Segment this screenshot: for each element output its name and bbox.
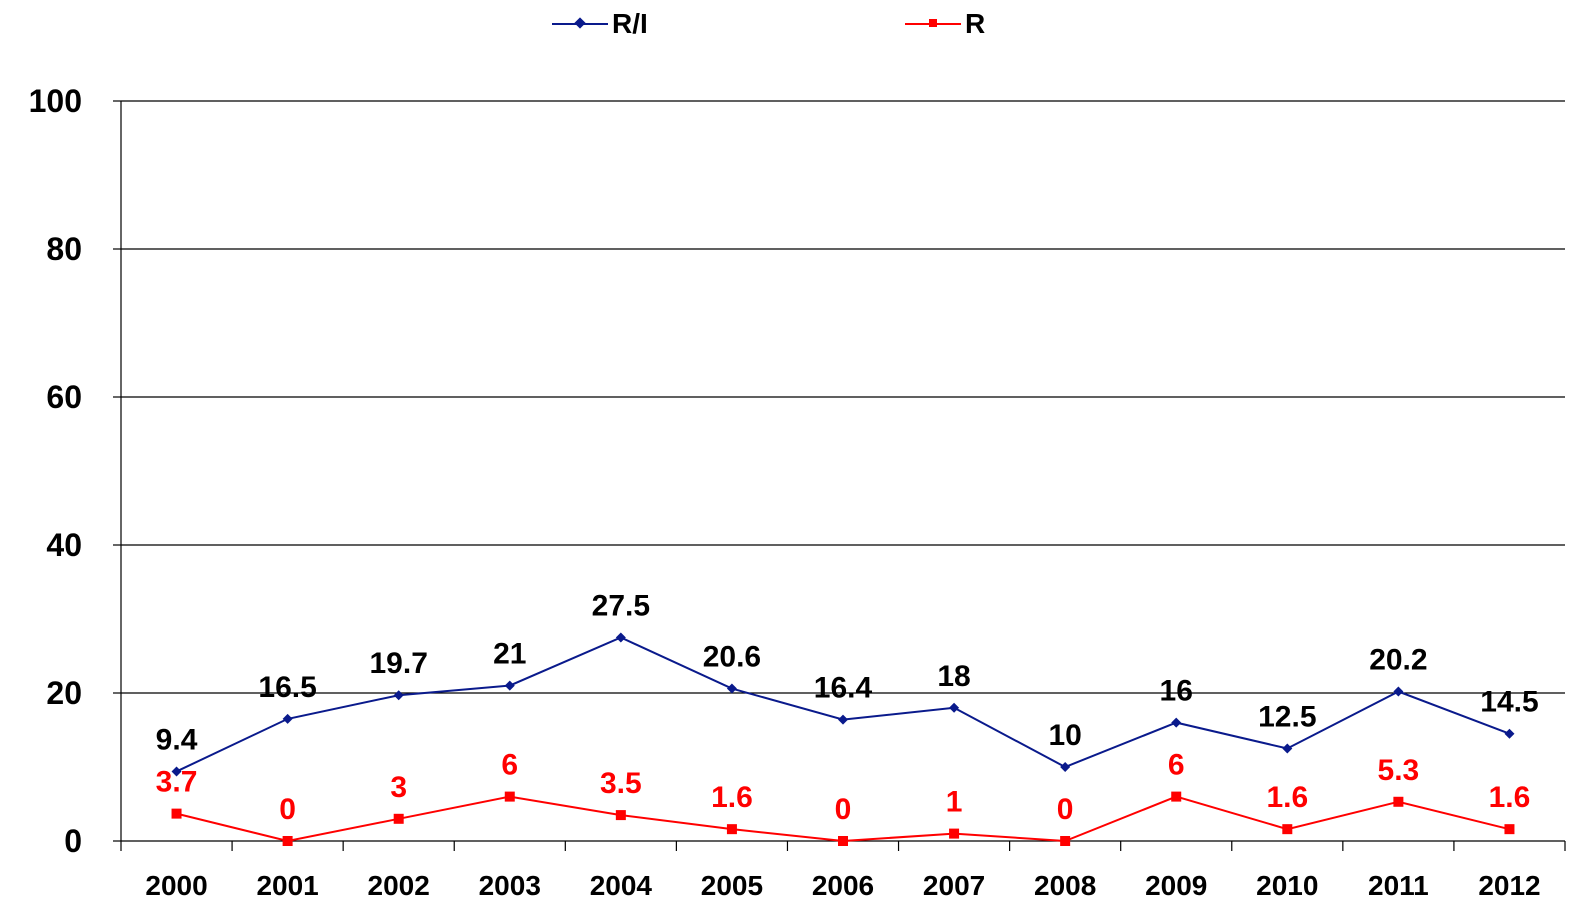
data-label: 18 xyxy=(937,660,970,693)
y-tick-label: 60 xyxy=(46,379,82,415)
y-tick-label: 100 xyxy=(29,83,82,119)
x-tick-label: 2009 xyxy=(1145,870,1207,900)
data-point xyxy=(393,813,404,824)
x-tick-label: 2011 xyxy=(1368,870,1429,900)
data-label: 9.4 xyxy=(156,723,198,756)
x-tick-label: 2006 xyxy=(812,870,874,900)
legend-label-r: R xyxy=(965,8,986,39)
data-label: 16.5 xyxy=(258,671,316,704)
legend-line-ri xyxy=(552,17,608,29)
data-point xyxy=(504,791,515,802)
data-point xyxy=(949,828,960,839)
data-label: 20.2 xyxy=(1369,644,1427,677)
data-point xyxy=(838,836,848,846)
data-point xyxy=(838,714,848,725)
legend-label-ri: R/I xyxy=(612,8,648,39)
data-point xyxy=(1504,824,1515,835)
data-point xyxy=(615,632,626,643)
legend-item-r: R xyxy=(905,6,985,42)
data-point xyxy=(393,690,404,701)
x-tick-label: 2004 xyxy=(590,870,653,900)
data-label: 16 xyxy=(1160,675,1193,708)
x-tick-label: 2012 xyxy=(1478,870,1540,900)
data-point xyxy=(171,808,182,819)
x-tick-label: 2010 xyxy=(1256,870,1318,900)
x-tick-label: 2002 xyxy=(368,870,430,900)
data-point xyxy=(1282,824,1293,835)
data-point xyxy=(949,702,960,713)
data-label: 1.6 xyxy=(711,781,753,814)
data-label: 12.5 xyxy=(1258,701,1316,734)
data-point xyxy=(1282,743,1293,754)
y-tick-label: 0 xyxy=(64,823,82,859)
data-label: 1 xyxy=(946,786,963,819)
data-point xyxy=(171,766,182,777)
data-label: 0 xyxy=(1057,793,1074,826)
legend-line-r xyxy=(905,19,961,27)
data-label: 10 xyxy=(1048,719,1081,752)
data-label: 14.5 xyxy=(1480,686,1538,719)
square-marker-icon xyxy=(929,19,937,27)
data-label: 27.5 xyxy=(592,590,650,623)
legend: R/I R xyxy=(0,6,1569,42)
data-label: 1.6 xyxy=(1489,781,1531,814)
x-tick-label: 2008 xyxy=(1034,870,1096,900)
data-label: 0 xyxy=(835,793,852,826)
data-point xyxy=(1171,791,1182,802)
x-tick-label: 2003 xyxy=(479,870,541,900)
data-point xyxy=(726,683,737,694)
x-tick-label: 2000 xyxy=(145,870,207,900)
data-label: 3.7 xyxy=(156,766,198,799)
data-point xyxy=(615,810,626,821)
x-tick-label: 2001 xyxy=(256,870,318,900)
data-label: 6 xyxy=(1168,749,1185,782)
data-label: 16.4 xyxy=(814,672,873,705)
x-tick-label: 2005 xyxy=(701,870,763,900)
data-label: 19.7 xyxy=(369,647,427,680)
data-point xyxy=(1171,717,1182,728)
data-label: 0 xyxy=(279,793,296,826)
data-point xyxy=(504,680,515,691)
data-label: 6 xyxy=(501,749,518,782)
data-point xyxy=(1060,836,1071,846)
data-point xyxy=(1393,686,1404,697)
data-label: 20.6 xyxy=(703,641,761,674)
legend-item-ri: R/I xyxy=(552,6,648,42)
data-label: 5.3 xyxy=(1378,754,1420,787)
data-point xyxy=(282,836,293,846)
data-point xyxy=(282,713,293,724)
data-label: 3 xyxy=(390,771,407,804)
y-tick-label: 40 xyxy=(46,527,82,563)
data-label: 3.5 xyxy=(600,767,642,800)
data-label: 21 xyxy=(493,638,526,671)
data-point xyxy=(726,824,737,835)
data-label: 1.6 xyxy=(1266,781,1308,814)
y-tick-label: 80 xyxy=(46,231,82,267)
data-point xyxy=(1393,796,1404,807)
y-tick-label: 20 xyxy=(46,675,82,711)
data-point xyxy=(1060,762,1071,772)
data-point xyxy=(1504,728,1515,739)
x-tick-label: 2007 xyxy=(923,870,985,900)
